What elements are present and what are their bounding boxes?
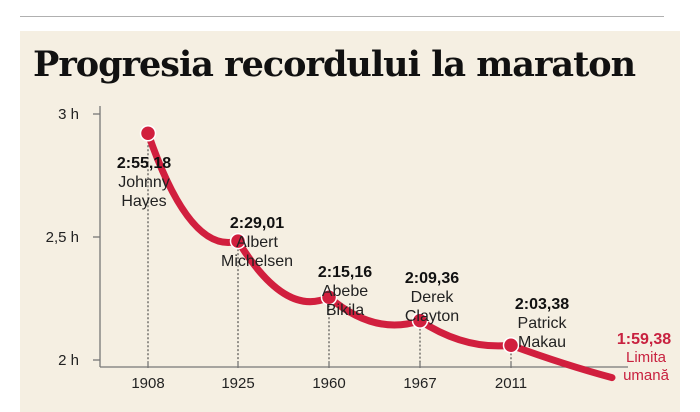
athlete-name-label: Derek — [411, 289, 455, 306]
record-time-label: 2:29,01 — [230, 215, 284, 232]
x-tick-label: 1960 — [312, 375, 345, 392]
athlete-name-label: Makau — [518, 334, 566, 351]
record-time-label: 2:15,16 — [318, 264, 372, 281]
y-tick-label: 2 h — [58, 352, 79, 369]
athlete-name-label: Hayes — [121, 193, 166, 210]
y-tick-label: 2,5 h — [46, 229, 79, 246]
athlete-name-label: Albert — [236, 234, 278, 251]
top-divider — [20, 16, 664, 17]
x-tick-label: 1908 — [131, 375, 164, 392]
athlete-name-label: Michelsen — [221, 253, 293, 270]
x-tick-label: 2011 — [495, 375, 527, 392]
athlete-name-label: Bikila — [326, 302, 364, 319]
y-tick-label: 3 h — [58, 106, 79, 123]
limit-caption-label: umană — [623, 367, 670, 384]
record-time-label: 2:09,36 — [405, 270, 459, 287]
record-trend-line — [144, 129, 616, 382]
athlete-name-label: Abebe — [322, 283, 368, 300]
record-point — [502, 336, 520, 354]
chart-title: Progresia recordului la maraton — [33, 44, 636, 85]
record-point — [411, 312, 429, 329]
x-tick-label: 1925 — [221, 375, 254, 392]
athlete-name-label: Clayton — [405, 308, 459, 325]
x-tick-label: 1967 — [403, 375, 436, 392]
athlete-name-label: Johnny — [118, 174, 170, 191]
limit-caption-label: Limita — [626, 349, 667, 366]
record-point — [320, 289, 338, 306]
record-time-label: 2:03,38 — [515, 296, 569, 313]
record-point — [139, 125, 157, 142]
record-time-label: 2:55,18 — [117, 155, 171, 172]
record-point — [229, 232, 247, 250]
athlete-name-label: Patrick — [518, 315, 568, 332]
chart-panel — [20, 31, 680, 412]
limit-time-label: 1:59,38 — [617, 331, 671, 348]
